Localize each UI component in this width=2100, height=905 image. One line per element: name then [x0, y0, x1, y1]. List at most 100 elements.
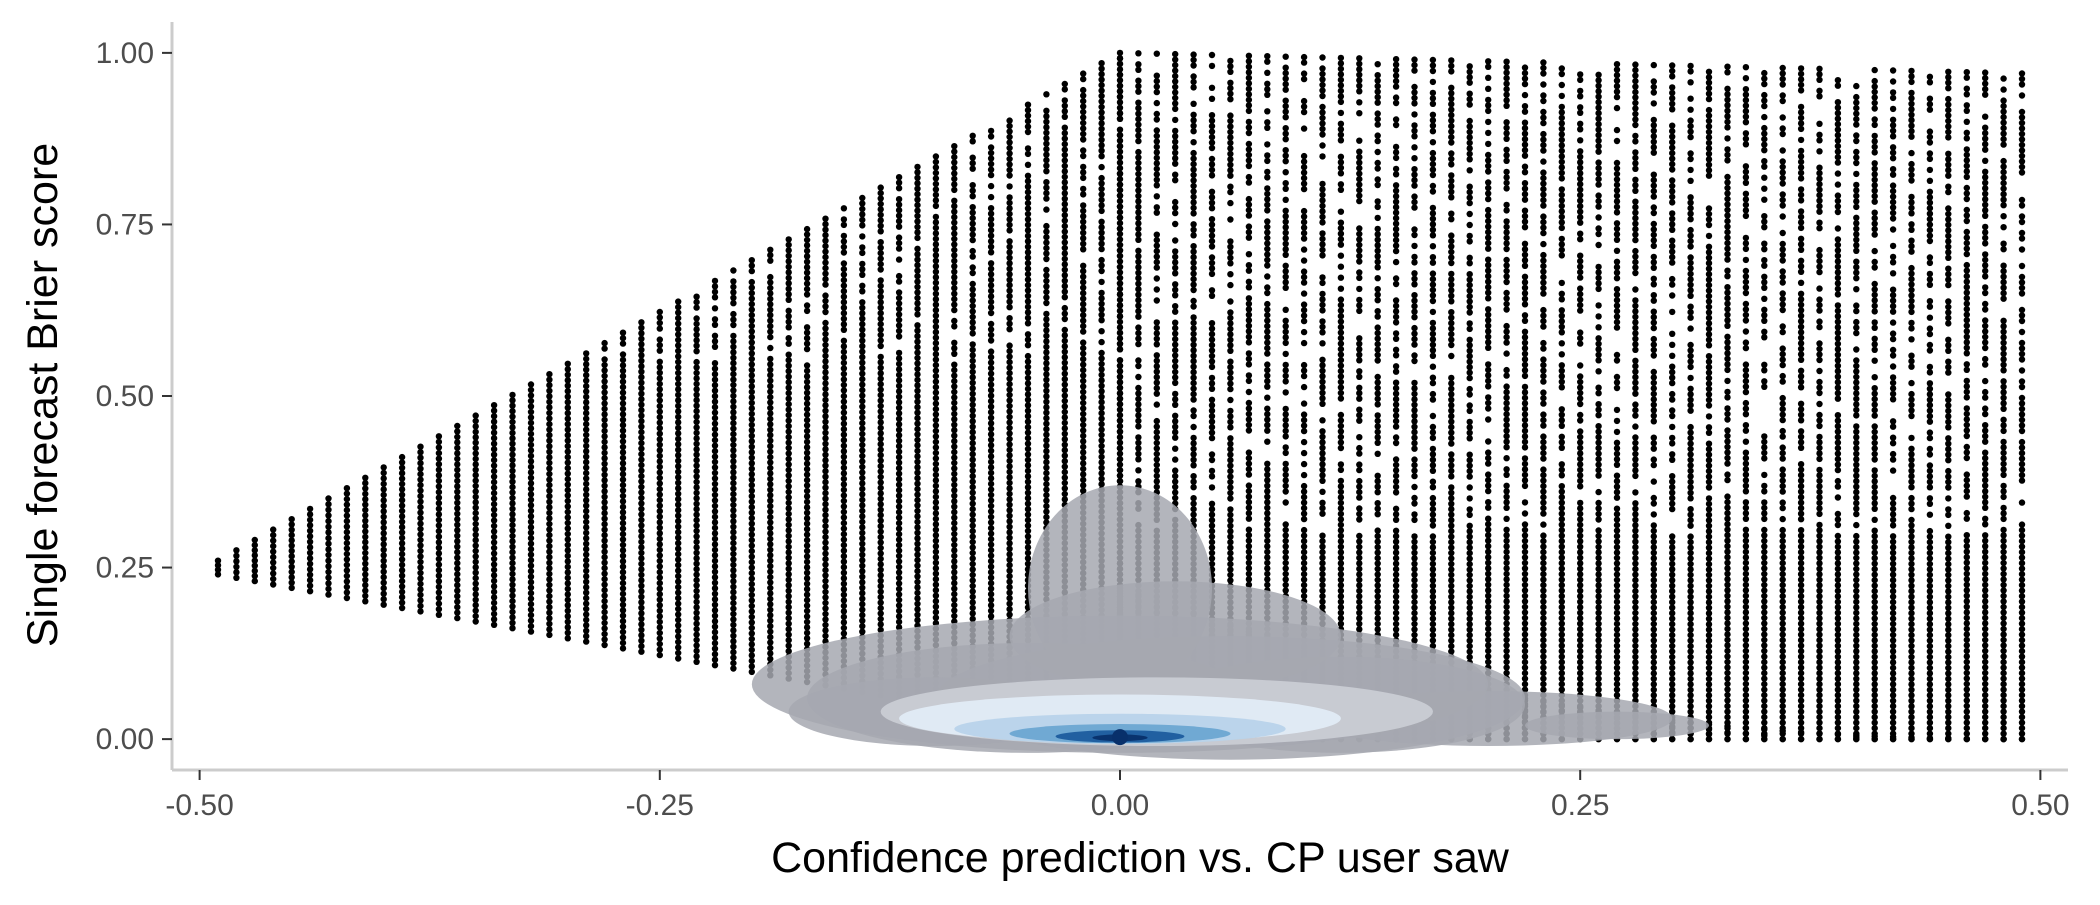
scatter-point — [859, 430, 866, 438]
scatter-point — [1116, 329, 1124, 337]
scatter-point — [877, 539, 884, 546]
scatter-point — [822, 396, 829, 404]
scatter-point — [1282, 64, 1289, 71]
scatter-point — [859, 348, 866, 355]
scatter-point — [417, 470, 424, 478]
scatter-point — [583, 491, 590, 498]
scatter-point — [1116, 148, 1124, 155]
scatter-point — [288, 558, 295, 565]
scatter-point — [1374, 297, 1381, 304]
scatter-point — [1061, 337, 1069, 345]
scatter-point — [1061, 212, 1069, 219]
scatter-point — [619, 639, 627, 647]
scatter-point — [583, 431, 590, 439]
scatter-point — [1135, 198, 1142, 205]
scatter-point — [895, 618, 903, 626]
scatter-point — [1374, 121, 1381, 128]
scatter-point — [914, 453, 921, 460]
scatter-point — [1282, 521, 1289, 528]
scatter-point — [1006, 540, 1013, 547]
scatter-point — [1153, 138, 1161, 145]
scatter-point — [1282, 185, 1289, 192]
scatter-point — [417, 553, 424, 560]
scatter-point — [803, 569, 811, 576]
scatter-point — [1190, 264, 1197, 272]
scatter-point — [1080, 218, 1087, 225]
scatter-point — [1337, 87, 1345, 95]
scatter-point — [1172, 270, 1179, 277]
scatter-point — [527, 611, 535, 619]
scatter-point — [583, 518, 590, 526]
scatter-point — [509, 565, 516, 572]
scatter-point — [951, 164, 958, 172]
scatter-point — [1374, 532, 1381, 540]
scatter-point — [987, 425, 995, 432]
scatter-point — [748, 580, 755, 588]
scatter-point — [1374, 379, 1381, 386]
scatter-point — [1080, 119, 1087, 127]
scatter-point — [490, 413, 498, 420]
scatter-point — [951, 230, 958, 237]
scatter-point — [693, 391, 700, 398]
scatter-point — [1116, 99, 1124, 106]
scatter-point — [1208, 451, 1216, 458]
scatter-point — [1337, 126, 1345, 133]
scatter-point — [564, 618, 571, 625]
scatter-point — [914, 191, 921, 198]
scatter-point — [398, 567, 406, 574]
scatter-point — [1282, 543, 1289, 550]
scatter-point — [840, 354, 848, 361]
scatter-point — [601, 504, 608, 511]
scatter-point — [914, 529, 921, 536]
scatter-point — [1356, 549, 1363, 556]
scatter-point — [1061, 233, 1069, 241]
scatter-point — [1116, 296, 1124, 304]
scatter-point — [895, 234, 903, 241]
scatter-point — [748, 449, 755, 456]
scatter-point — [1356, 554, 1363, 562]
scatter-point — [1227, 156, 1234, 163]
scatter-point — [306, 522, 314, 529]
scatter-point — [932, 290, 940, 297]
scatter-point — [1245, 333, 1253, 341]
scatter-point — [1098, 278, 1105, 286]
scatter-point — [1245, 543, 1253, 550]
scatter-point — [748, 311, 755, 319]
scatter-point — [840, 205, 848, 212]
scatter-point — [1006, 122, 1013, 130]
scatter-point — [693, 555, 700, 562]
scatter-point — [1429, 89, 1437, 97]
scatter-point — [987, 370, 995, 377]
scatter-point — [1227, 358, 1234, 365]
scatter-point — [1190, 281, 1197, 288]
scatter-point — [1319, 120, 1326, 127]
scatter-point — [1337, 318, 1345, 325]
scatter-point — [1098, 415, 1105, 422]
scatter-point — [785, 362, 792, 369]
scatter-point — [693, 615, 700, 622]
scatter-point — [638, 396, 645, 403]
scatter-point — [1319, 213, 1326, 221]
scatter-point — [417, 514, 424, 522]
scatter-point — [711, 502, 719, 510]
scatter-point — [380, 464, 387, 471]
scatter-point — [987, 331, 995, 339]
scatter-point — [472, 509, 479, 517]
scatter-point — [877, 593, 884, 601]
scatter-point — [1337, 164, 1345, 171]
scatter-point — [969, 412, 976, 419]
scatter-point — [951, 476, 958, 483]
scatter-point — [987, 530, 995, 537]
scatter-point — [1024, 424, 1032, 431]
scatter-point — [859, 200, 866, 207]
scatter-point — [1116, 186, 1124, 194]
scatter-point — [914, 617, 921, 624]
scatter-point — [803, 580, 811, 587]
scatter-point — [987, 508, 995, 515]
scatter-point — [490, 616, 498, 623]
scatter-point — [1043, 398, 1050, 405]
scatter-point — [1172, 478, 1179, 485]
scatter-point — [619, 340, 627, 347]
scatter-point — [877, 544, 884, 552]
scatter-point — [987, 491, 995, 499]
